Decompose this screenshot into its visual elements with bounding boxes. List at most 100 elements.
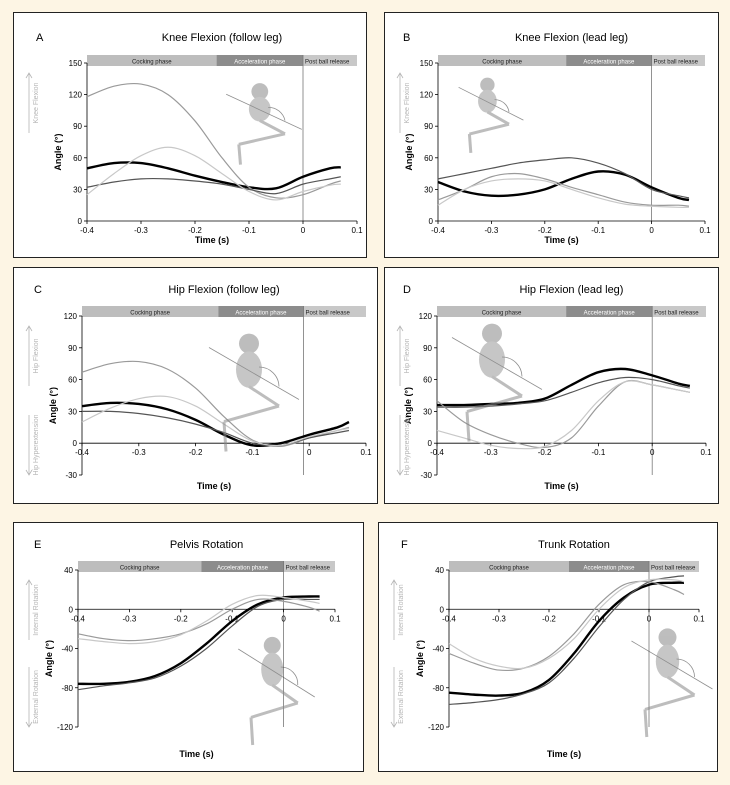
chart-title: Hip Flexion (follow leg) — [168, 284, 279, 296]
y-tick-label: 30 — [424, 185, 433, 194]
direction-label-lower: Hip Hyperextension — [404, 414, 411, 475]
phase-acceleration-label: Acceleration phase — [235, 311, 287, 317]
phase-acceleration-bar — [218, 306, 304, 317]
y-tick-label: 30 — [68, 407, 77, 416]
panel-letter: A — [36, 32, 44, 44]
series-line-2 — [86, 82, 341, 199]
x-tick-label: 0 — [650, 448, 655, 457]
series-line-3 — [77, 598, 320, 642]
y-tick-label: 40 — [435, 566, 444, 575]
up-arrow-icon — [25, 325, 33, 386]
series-line-4 — [86, 146, 341, 201]
series-line-3 — [81, 410, 350, 447]
series-line-2 — [437, 157, 690, 199]
phase-post-release-bar — [651, 55, 705, 66]
y-tick-label: 90 — [73, 122, 82, 131]
x-tick-label: -0.3 — [123, 614, 137, 623]
y-tick-label: 0 — [73, 439, 78, 448]
chart-title: Knee Flexion (lead leg) — [515, 32, 628, 44]
y-tick-label: 120 — [64, 312, 78, 321]
chart-title: Knee Flexion (follow leg) — [162, 32, 282, 44]
phase-post-release-label: Post ball release — [286, 566, 331, 572]
x-tick-label: 0.1 — [700, 448, 712, 457]
x-axis-label: Time (s) — [179, 749, 213, 759]
x-axis-label: Time (s) — [197, 481, 231, 491]
chart-c: C Hip Flexion (follow leg) Cocking phase Ac… — [25, 284, 372, 491]
y-tick-label: -30 — [65, 471, 77, 480]
phase-acceleration-bar — [216, 55, 303, 66]
x-tick-label: -0.3 — [492, 614, 506, 623]
series-line-1 — [77, 595, 320, 686]
x-tick-label: 0.1 — [360, 448, 372, 457]
y-tick-label: -40 — [432, 645, 444, 654]
phase-post-release-label: Post ball release — [651, 566, 696, 572]
y-axis-label: Angle (°) — [404, 133, 414, 170]
series-line-3 — [448, 580, 685, 672]
phase-cocking-bar — [78, 561, 202, 572]
y-tick-label: 90 — [68, 344, 77, 353]
x-tick-label: -0.2 — [174, 614, 188, 623]
direction-label-upper: Hip Flexion — [404, 338, 411, 373]
x-axis-label: Time (s) — [544, 235, 578, 245]
phase-cocking-bar — [437, 306, 567, 317]
chart-b: B Knee Flexion (lead leg) Cocking phase Acc… — [396, 32, 711, 245]
direction-label-lower: External Rotation — [33, 670, 40, 724]
series-line-4 — [436, 380, 690, 450]
body-figure-icon — [631, 628, 713, 738]
down-arrow-icon — [25, 415, 33, 476]
panel-letter: B — [403, 32, 410, 44]
down-arrow-icon — [396, 415, 404, 476]
y-tick-label: 0 — [78, 217, 83, 226]
x-tick-label: -0.1 — [592, 448, 606, 457]
panel-letter: F — [401, 539, 408, 551]
phase-cocking-label: Cocking phase — [130, 311, 170, 317]
panel-a: A Knee Flexion (follow leg) Cocking phase A… — [13, 12, 367, 258]
direction-label-upper: Knee Flexion — [33, 82, 40, 123]
x-tick-label: -0.4 — [431, 226, 445, 235]
x-tick-label: -0.2 — [188, 226, 202, 235]
phase-post-release-bar — [649, 561, 699, 572]
y-axis-label: Angle (°) — [403, 387, 413, 424]
x-tick-label: -0.4 — [430, 448, 444, 457]
x-tick-label: -0.3 — [132, 448, 146, 457]
series-line-1 — [81, 401, 350, 448]
x-axis-label: Time (s) — [195, 235, 229, 245]
down-arrow-icon — [25, 667, 33, 728]
x-tick-label: 0 — [281, 614, 286, 623]
x-tick-label: -0.1 — [242, 226, 256, 235]
y-tick-label: 0 — [428, 439, 433, 448]
x-tick-label: -0.2 — [542, 614, 556, 623]
up-arrow-icon — [396, 325, 404, 386]
x-tick-label: 0 — [301, 226, 306, 235]
body-figure-icon — [458, 77, 524, 154]
x-tick-label: -0.4 — [80, 226, 94, 235]
y-tick-label: 120 — [420, 91, 434, 100]
x-tick-label: 0 — [307, 448, 312, 457]
phase-post-release-label: Post ball release — [654, 311, 699, 317]
x-tick-label: -0.2 — [538, 448, 552, 457]
y-tick-label: 120 — [419, 312, 433, 321]
panel-d: D Hip Flexion (lead leg) Cocking phase Acce… — [384, 267, 719, 504]
series-line-1 — [437, 170, 690, 202]
y-tick-label: -80 — [61, 684, 73, 693]
y-tick-label: 30 — [423, 407, 432, 416]
phase-acceleration-label: Acceleration phase — [584, 311, 636, 317]
series-line-3 — [86, 176, 341, 195]
x-tick-label: 0.1 — [351, 226, 363, 235]
body-figure-icon — [238, 636, 315, 746]
y-tick-label: 90 — [424, 122, 433, 131]
y-tick-label: -120 — [57, 723, 74, 732]
y-tick-label: 60 — [73, 154, 82, 163]
x-tick-label: 0.1 — [699, 226, 711, 235]
x-tick-label: -0.4 — [75, 448, 89, 457]
x-tick-label: 0 — [649, 226, 654, 235]
x-axis-label: Time (s) — [547, 749, 581, 759]
x-tick-label: -0.1 — [591, 226, 605, 235]
down-arrow-icon — [390, 667, 398, 728]
series-line-4 — [437, 178, 689, 208]
y-axis-label: Angle (°) — [44, 640, 54, 677]
y-axis-label: Angle (°) — [48, 387, 58, 424]
x-tick-label: -0.4 — [71, 614, 85, 623]
panel-letter: E — [34, 539, 41, 551]
chart-f: F Trunk Rotation Cocking phase Acceleration… — [390, 539, 713, 759]
